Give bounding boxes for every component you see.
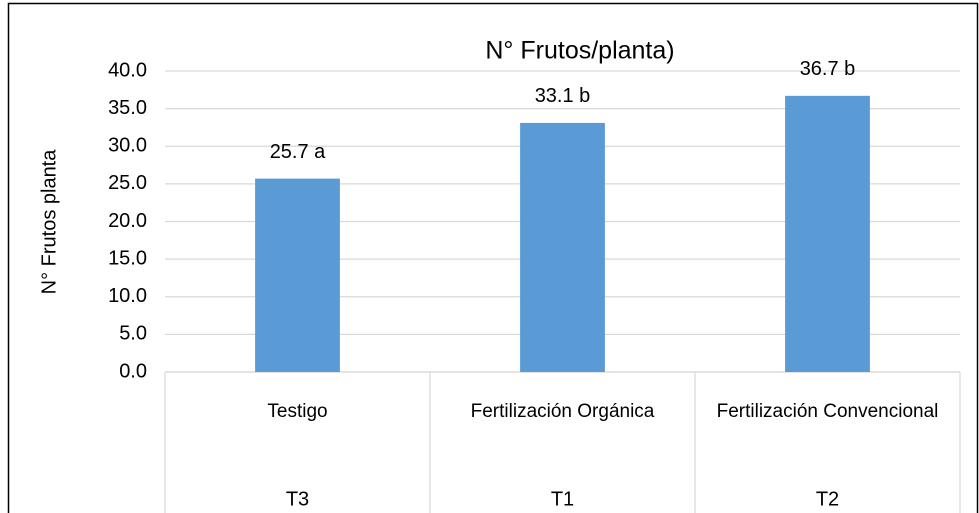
y-tick-label: 40.0 <box>108 59 147 81</box>
x-tick-label: Testigo <box>267 401 328 422</box>
y-tick-label: 15.0 <box>108 247 147 269</box>
y-tick-label: 10.0 <box>108 285 147 307</box>
bar <box>785 95 870 373</box>
group-label: T2 <box>816 488 839 510</box>
group-label: T1 <box>551 488 574 510</box>
data-label: 36.7 b <box>800 58 856 80</box>
y-tick-label: 0.0 <box>119 360 147 382</box>
bar <box>255 178 340 372</box>
group-label: T3 <box>286 488 309 510</box>
y-tick-label: 20.0 <box>108 210 147 232</box>
x-tick-label: Fertilización Orgánica <box>470 401 655 422</box>
bar <box>520 122 605 372</box>
y-tick-label: 35.0 <box>108 97 147 119</box>
chart-border <box>7 2 979 513</box>
data-label: 33.1 b <box>535 85 591 107</box>
y-axis-label: N° Frutos planta <box>38 149 60 295</box>
x-tick-label: Fertilización Convencional <box>716 401 939 422</box>
y-tick-label: 25.0 <box>108 172 147 194</box>
data-label: 25.7 a <box>270 141 326 163</box>
chart-title: N° Frutos/planta) <box>485 37 674 65</box>
y-tick-label: 30.0 <box>108 135 147 157</box>
y-tick-label: 5.0 <box>119 323 147 345</box>
